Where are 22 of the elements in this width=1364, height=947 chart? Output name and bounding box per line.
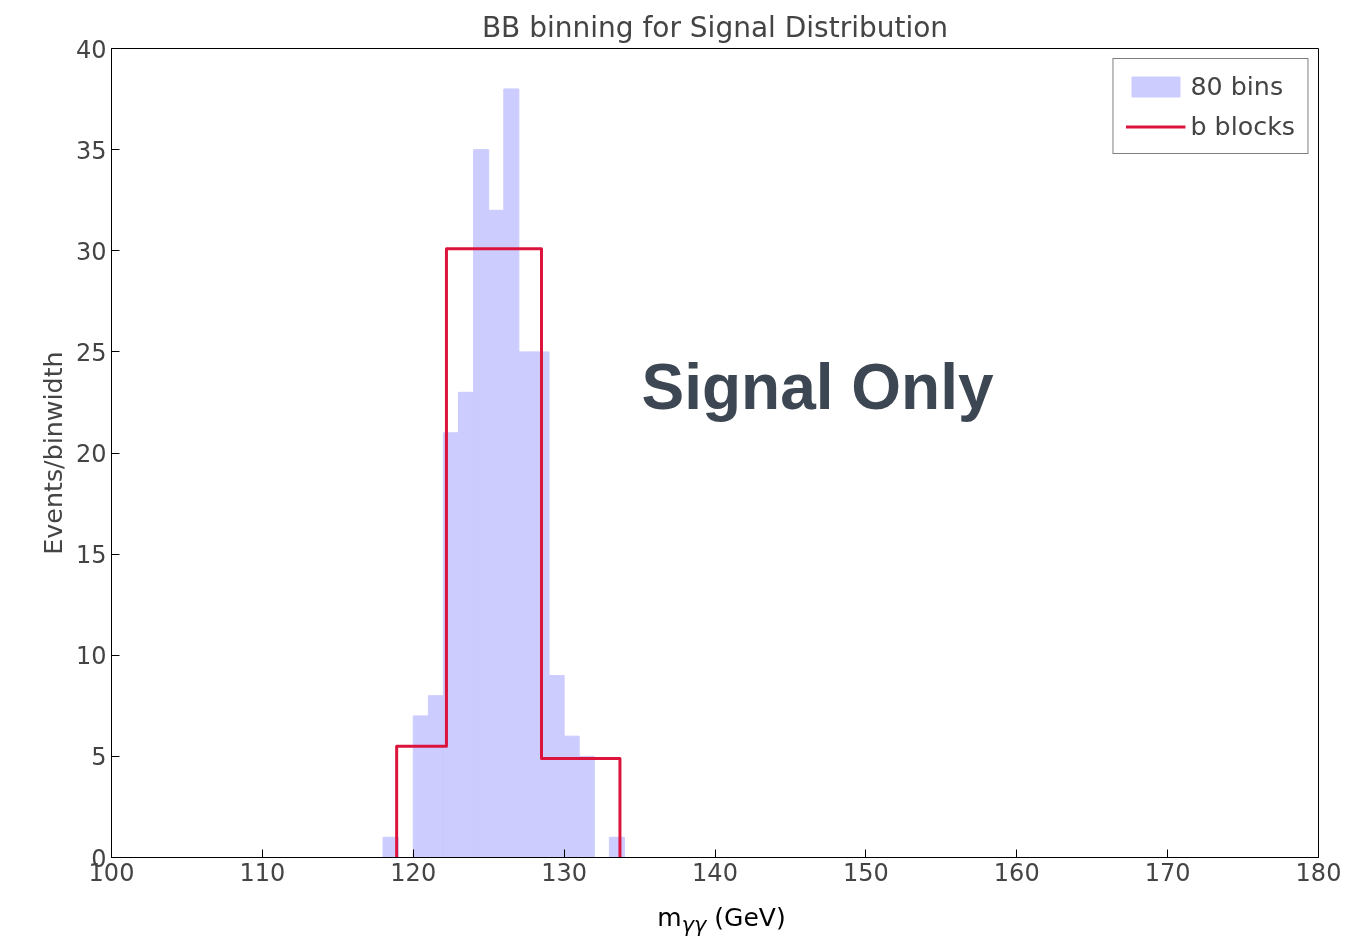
- x-tick-label: 150: [842, 858, 889, 887]
- y-axis-title: Events/binwidth: [37, 351, 68, 555]
- y-tick-label: 20: [75, 440, 107, 468]
- x-tick-label: 110: [239, 858, 286, 887]
- annotation: Signal Only: [641, 350, 994, 423]
- y-tick-label: 5: [91, 743, 107, 772]
- y-tick-label: 15: [75, 541, 107, 570]
- x-tick-label: 170: [1144, 858, 1191, 887]
- y-tick-label: 35: [75, 136, 107, 165]
- x-tick-label: 130: [541, 858, 588, 887]
- x-tick-label: 160: [993, 858, 1040, 887]
- legend-label: 80 bins: [1190, 71, 1284, 101]
- x-axis-title: m$_{γγ}$ (GeV): [656, 902, 787, 939]
- legend-label: b blocks: [1190, 111, 1295, 141]
- y-tick-label: 10: [75, 642, 107, 671]
- y-tick-label: 40: [75, 35, 107, 64]
- chart-title: BB binning for Signal Distribution: [481, 10, 949, 44]
- y-tick-label: 25: [75, 338, 107, 367]
- x-tick-label: 120: [390, 858, 437, 887]
- x-tick-label: 140: [692, 858, 738, 887]
- x-tick-label: 180: [1295, 858, 1342, 887]
- y-tick-label: 30: [75, 237, 107, 266]
